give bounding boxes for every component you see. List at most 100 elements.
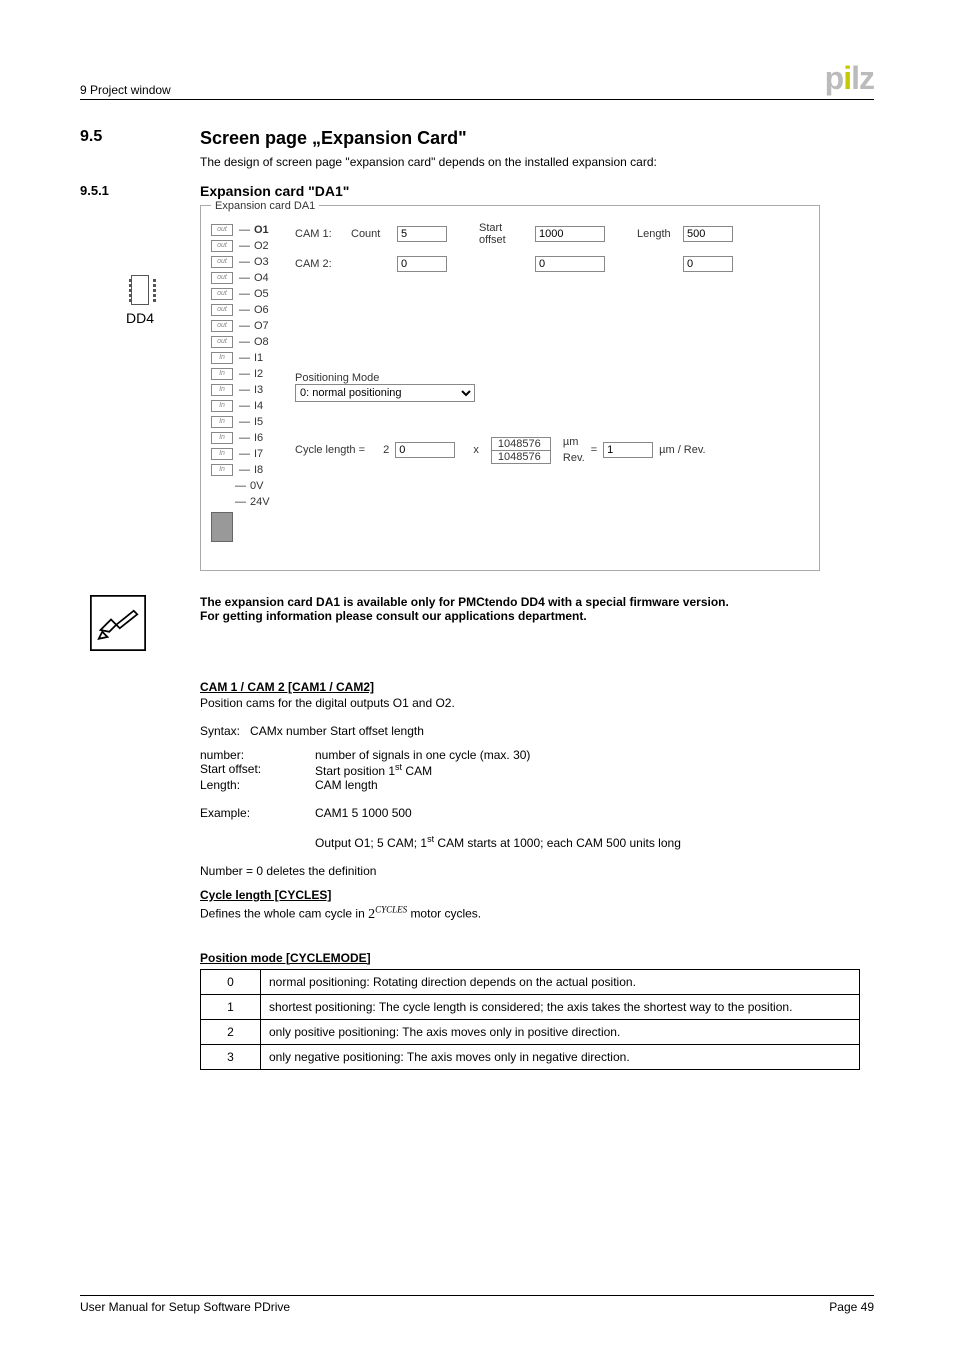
def-key: Length: bbox=[200, 778, 315, 792]
def-val: number of signals in one cycle (max. 30) bbox=[315, 748, 530, 762]
posmode-label: Positioning Mode bbox=[295, 372, 809, 384]
io-label: I4 bbox=[254, 400, 263, 412]
io-in-box: In bbox=[211, 384, 233, 396]
mode-text: only positive positioning: The axis move… bbox=[261, 1019, 860, 1044]
io-out-box: out bbox=[211, 240, 233, 252]
syntax-text: CAMx number Start offset length bbox=[250, 724, 424, 738]
margin-icon-label: DD4 bbox=[80, 310, 200, 326]
io-in-box: In bbox=[211, 352, 233, 364]
io-in-box: In bbox=[211, 416, 233, 428]
expansion-card-panel: Expansion card DA1 out—O1 out—O2 out—O3 … bbox=[200, 205, 820, 571]
design-text: The design of screen page "expansion car… bbox=[200, 155, 874, 169]
cam2-length-input[interactable] bbox=[683, 256, 733, 272]
note-line2: For getting information please consult o… bbox=[200, 609, 729, 623]
io-in-box: In bbox=[211, 448, 233, 460]
io-label: O2 bbox=[254, 240, 269, 252]
num-unit: µm bbox=[563, 436, 585, 448]
example-label: Example: bbox=[200, 806, 315, 820]
io-out-box: out bbox=[211, 288, 233, 300]
ground-block bbox=[211, 512, 233, 542]
io-label: I5 bbox=[254, 416, 263, 428]
note-hand-icon bbox=[90, 595, 146, 651]
io-label: O1 bbox=[254, 224, 269, 236]
io-in-box: In bbox=[211, 464, 233, 476]
cycle-den[interactable]: 1048576 bbox=[491, 450, 551, 464]
delete-note: Number = 0 deletes the definition bbox=[200, 864, 874, 878]
cam2-label: CAM 2: bbox=[295, 258, 345, 270]
section-number: 9.5 bbox=[80, 128, 200, 149]
io-label: I2 bbox=[254, 368, 263, 380]
io-label: 24V bbox=[250, 496, 270, 508]
io-label: I6 bbox=[254, 432, 263, 444]
subsection-title: Expansion card "DA1" bbox=[200, 183, 349, 199]
cycle-base: 2 bbox=[383, 444, 389, 456]
io-out-box: out bbox=[211, 224, 233, 236]
def-key: Start offset: bbox=[200, 762, 315, 778]
def-val: CAM length bbox=[315, 778, 378, 792]
section-title: Screen page „Expansion Card" bbox=[200, 128, 467, 149]
cam2-offset-input[interactable] bbox=[535, 256, 605, 272]
io-label: O5 bbox=[254, 288, 269, 300]
result-unit: µm / Rev. bbox=[659, 444, 705, 456]
note-line1: The expansion card DA1 is available only… bbox=[200, 595, 729, 609]
cam1-length-input[interactable] bbox=[683, 226, 733, 242]
cam1-count-input[interactable] bbox=[397, 226, 447, 242]
cycle-label: Cycle length = bbox=[295, 444, 365, 456]
io-label: I3 bbox=[254, 384, 263, 396]
cam-heading: CAM 1 / CAM 2 [CAM1 / CAM2] bbox=[200, 680, 874, 694]
cam2-count-input[interactable] bbox=[397, 256, 447, 272]
cycle-heading: Cycle length [CYCLES] bbox=[200, 888, 874, 902]
cycle-exp-input[interactable] bbox=[395, 442, 455, 458]
io-label: O7 bbox=[254, 320, 269, 332]
example-value: CAM1 5 1000 500 bbox=[315, 806, 412, 820]
mode-text: normal positioning: Rotating direction d… bbox=[261, 969, 860, 994]
footer-right: Page 49 bbox=[829, 1300, 874, 1314]
cam-desc: Position cams for the digital outputs O1… bbox=[200, 696, 874, 710]
mode-code: 3 bbox=[201, 1044, 261, 1069]
def-val: Start position 1st CAM bbox=[315, 762, 432, 778]
io-out-box: out bbox=[211, 272, 233, 284]
io-out-box: out bbox=[211, 336, 233, 348]
io-in-box: In bbox=[211, 368, 233, 380]
io-label: I8 bbox=[254, 464, 263, 476]
logo: pilz bbox=[825, 60, 874, 97]
cycle-num[interactable]: 1048576 bbox=[491, 437, 551, 450]
cycle-result-input[interactable] bbox=[603, 442, 653, 458]
chapter-header: 9 Project window bbox=[80, 83, 171, 97]
den-unit: Rev. bbox=[563, 452, 585, 464]
mode-text: shortest positioning: The cycle length i… bbox=[261, 994, 860, 1019]
panel-title: Expansion card DA1 bbox=[211, 200, 319, 212]
mode-heading: Position mode [CYCLEMODE] bbox=[200, 951, 874, 965]
mode-code: 1 bbox=[201, 994, 261, 1019]
cam1-label: CAM 1: bbox=[295, 228, 345, 240]
posmode-select[interactable]: 0: normal positioning bbox=[295, 384, 475, 402]
cam1-offset-input[interactable] bbox=[535, 226, 605, 242]
io-label: O6 bbox=[254, 304, 269, 316]
mode-text: only negative positioning: The axis move… bbox=[261, 1044, 860, 1069]
io-label: O3 bbox=[254, 256, 269, 268]
example-desc: Output O1; 5 CAM; 1st CAM starts at 1000… bbox=[315, 834, 681, 850]
count-label: Count bbox=[351, 228, 391, 240]
io-in-box: In bbox=[211, 432, 233, 444]
footer-left: User Manual for Setup Software PDrive bbox=[80, 1300, 290, 1314]
offset-label: Start offset bbox=[479, 222, 529, 246]
subsection-number: 9.5.1 bbox=[80, 183, 200, 199]
eq-symbol: = bbox=[591, 444, 597, 456]
mode-code: 0 bbox=[201, 969, 261, 994]
mode-code: 2 bbox=[201, 1019, 261, 1044]
chip-icon bbox=[131, 275, 149, 305]
io-label: I1 bbox=[254, 352, 263, 364]
syntax-label: Syntax: bbox=[200, 724, 240, 738]
io-label: O4 bbox=[254, 272, 269, 284]
io-label: I7 bbox=[254, 448, 263, 460]
length-label: Length bbox=[637, 228, 677, 240]
def-key: number: bbox=[200, 748, 315, 762]
io-out-box: out bbox=[211, 304, 233, 316]
io-label: O8 bbox=[254, 336, 269, 348]
io-column: out—O1 out—O2 out—O3 out—O4 out—O5 out—O… bbox=[211, 222, 287, 542]
io-out-box: out bbox=[211, 320, 233, 332]
cycle-desc: Defines the whole cam cycle in 2CYCLES m… bbox=[200, 904, 874, 923]
io-out-box: out bbox=[211, 256, 233, 268]
position-mode-table: 0normal positioning: Rotating direction … bbox=[200, 969, 860, 1070]
times-symbol: x bbox=[473, 444, 479, 456]
